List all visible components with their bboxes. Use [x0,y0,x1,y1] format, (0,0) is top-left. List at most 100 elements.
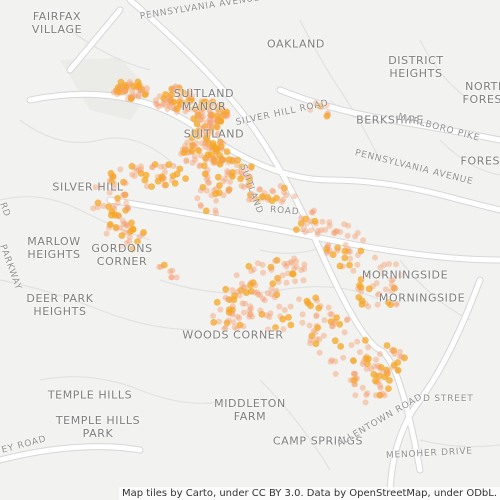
heat-point [331,229,338,236]
heat-point [342,241,349,248]
heat-point [127,95,135,102]
heat-point [341,221,348,228]
heat-point [289,270,296,278]
heat-point [324,243,331,250]
heat-point [212,190,219,198]
heat-point [345,222,352,229]
heat-point [381,392,388,399]
heat-point [325,242,331,249]
heat-point [318,103,325,110]
heat-point [315,304,323,312]
heat-point [393,261,399,268]
heat-point [216,109,223,116]
heat-point [352,392,359,399]
heat-point [301,266,308,272]
heat-point [176,165,184,173]
label-deer-park-heights: DEER PARK HEIGHTS [26,292,94,318]
heat-point [376,364,383,371]
label-morningside-1: MORNINGSIDE [361,268,449,282]
heat-point [203,132,211,140]
heat-point [183,158,190,165]
heat-point [350,370,357,377]
heat-point [278,198,285,205]
heat-point [130,83,138,90]
heat-point [357,284,365,291]
heat-point [344,232,351,239]
heat-point [328,311,335,318]
heat-point [281,189,287,196]
heat-point [351,370,358,377]
heat-point [354,261,361,268]
heat-point [225,188,232,195]
heat-point [283,279,290,286]
label-berkshire: BERKSHIRE [356,113,424,127]
heat-point [97,184,103,191]
heat-point [246,307,253,314]
heat-point [241,284,248,291]
heat-point [120,178,127,186]
heat-point [308,209,315,216]
heat-point [354,229,361,236]
heat-point [110,185,117,192]
heat-point [247,311,254,317]
heat-point [197,203,204,210]
heat-point [177,94,184,101]
heat-point [285,314,292,321]
heat-point [273,256,281,264]
heat-point [307,106,314,113]
heat-point [171,87,178,94]
heat-point [168,91,175,99]
heat-point [132,164,139,171]
heat-point [306,322,313,329]
heat-point [302,215,310,223]
heat-point [350,267,357,274]
heat-point [219,146,226,152]
heat-point [292,278,299,285]
label-oakland: OAKLAND [266,37,326,51]
heat-point [379,390,386,397]
heat-point [247,281,254,289]
heat-point [247,191,254,199]
heat-point [331,230,338,237]
heat-point [195,147,203,155]
heat-point [331,337,339,345]
heat-point [134,238,141,246]
heat-point [257,186,264,193]
heat-point [299,319,306,326]
heat-point [375,372,383,380]
heat-point [355,294,363,301]
heat-point [358,301,366,308]
heat-point [251,194,258,201]
heat-point [149,163,156,170]
heat-point [372,254,378,261]
heat-point [316,349,323,356]
heat-point [216,160,224,168]
heat-point [384,298,392,306]
heat-point [381,261,388,268]
heat-point [296,296,302,303]
heat-point [211,157,219,165]
heat-point [249,313,256,320]
heat-point [117,243,124,250]
heat-point [117,166,124,173]
heat-point [251,289,258,296]
heat-point [245,262,253,270]
heat-point [112,224,120,231]
heat-point [281,307,288,313]
heat-point [371,363,378,370]
label-morningside-2: MORNINGSIDE [378,291,466,305]
heat-point [144,85,150,92]
heat-point [142,171,150,179]
heat-point [293,226,300,234]
road-label-d-street: D STREET [423,394,474,404]
heat-point [325,304,332,311]
heat-point [135,167,142,174]
heat-point [343,317,350,324]
heat-point [224,171,231,178]
heat-point [346,261,353,269]
heat-point [316,336,323,343]
heat-point [170,98,177,106]
label-marlow-heights: MARLOW HEIGHTS [27,235,81,261]
heat-point [308,332,316,340]
